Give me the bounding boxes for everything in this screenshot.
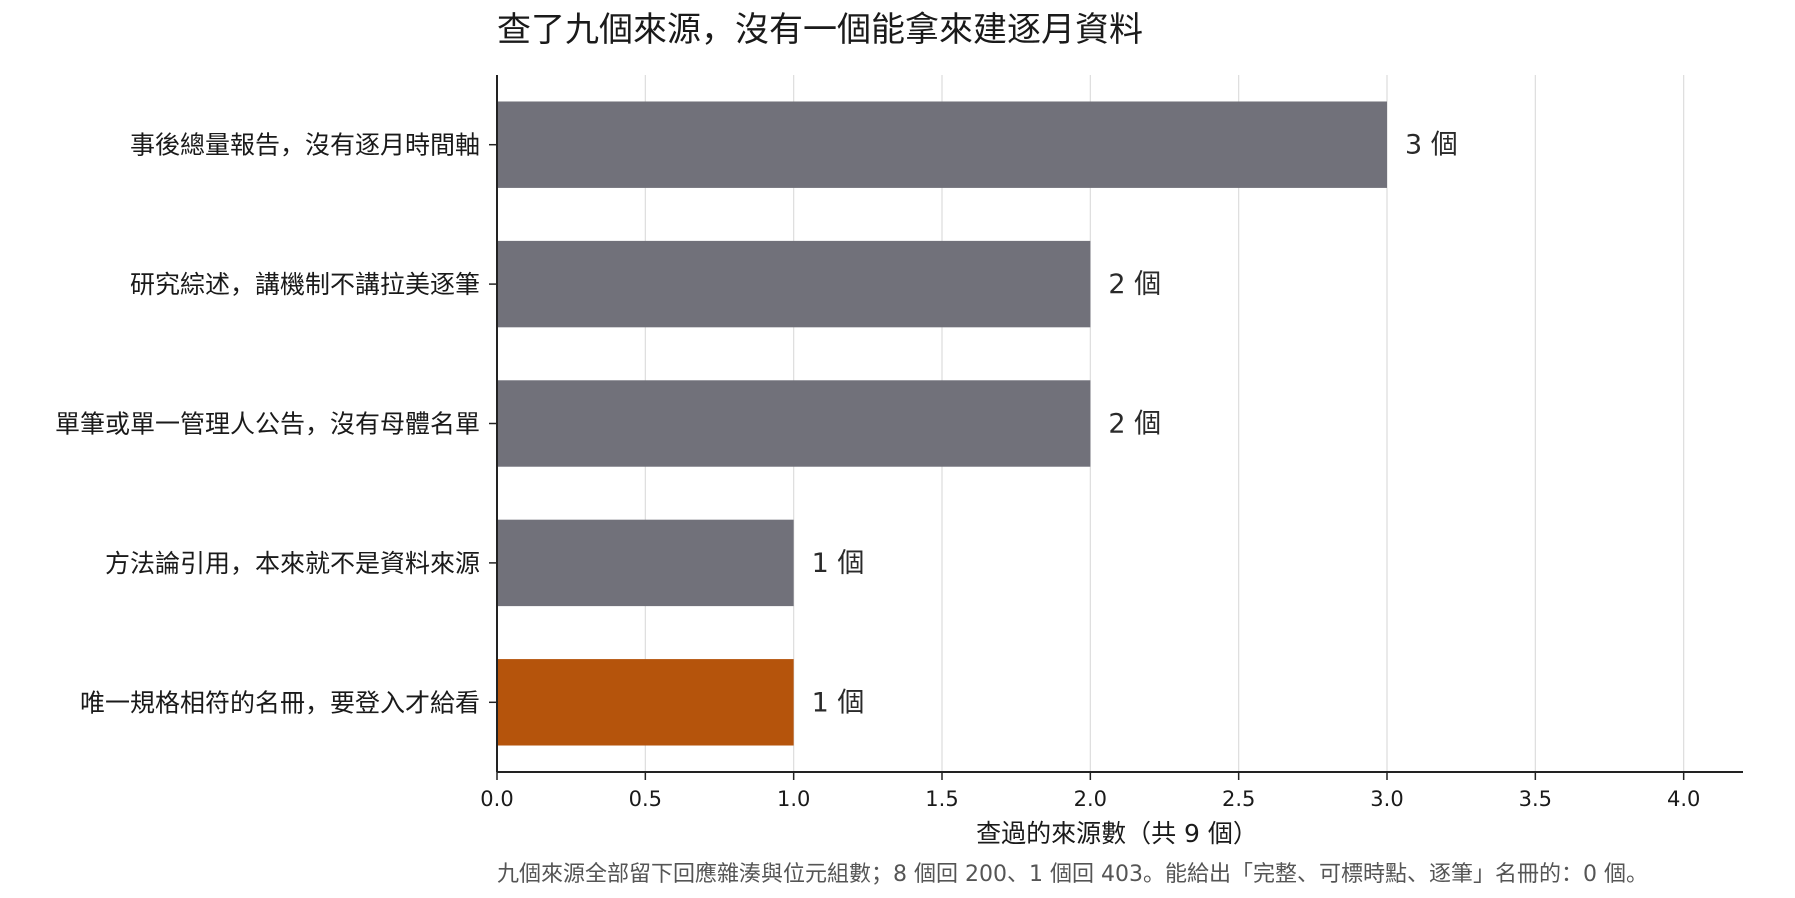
- x-tick-label-7: 3.5: [1519, 787, 1552, 811]
- category-label-1: 研究綜述，講機制不講拉美逐筆: [130, 270, 480, 299]
- chart-title: 查了九個來源，沒有一個能拿來建逐月資料: [497, 10, 1143, 50]
- x-tick-label-6: 3.0: [1370, 787, 1403, 811]
- x-tick-label-5: 2.5: [1222, 787, 1255, 811]
- x-tick-label-4: 2.0: [1074, 787, 1107, 811]
- footnote: 九個來源全部留下回應雜湊與位元組數；8 個回 200、1 個回 403。能給出「…: [497, 861, 1648, 887]
- value-labels: 3 個 2 個 2 個 1 個 1 個: [812, 130, 1458, 719]
- x-tick-label-0: 0.0: [480, 787, 513, 811]
- x-tick-label-2: 1.0: [777, 787, 810, 811]
- value-label-1: 2 個: [1108, 269, 1161, 300]
- value-label-4: 1 個: [812, 687, 865, 718]
- axes: 0.0 0.5 1.0 1.5 2.0 2.5 3.0 3.5 4.0: [480, 75, 1743, 811]
- bar-4: [497, 659, 794, 746]
- category-label-0: 事後總量報告，沒有逐月時間軸: [130, 131, 480, 160]
- x-tick-label-3: 1.5: [925, 787, 958, 811]
- x-tick-label-1: 0.5: [629, 787, 662, 811]
- bar-3: [497, 519, 794, 607]
- value-label-3: 1 個: [812, 548, 865, 579]
- bar-2: [497, 380, 1091, 467]
- bar-1: [497, 240, 1091, 328]
- category-label-2: 單筆或單一管理人公告，沒有母體名單: [55, 410, 480, 439]
- category-labels: 事後總量報告，沒有逐月時間軸研究綜述，講機制不講拉美逐筆單筆或單一管理人公告，沒…: [55, 131, 480, 718]
- bar-0: [497, 101, 1387, 188]
- category-label-3: 方法論引用，本來就不是資料來源: [105, 549, 480, 578]
- value-label-0: 3 個: [1405, 130, 1458, 161]
- x-tick-label-8: 4.0: [1667, 787, 1700, 811]
- value-label-2: 2 個: [1108, 409, 1161, 440]
- bars: [497, 101, 1387, 746]
- category-label-4: 唯一規格相符的名冊，要登入才給看: [80, 688, 480, 717]
- x-axis-label: 查過的來源數（共 9 個）: [976, 819, 1258, 848]
